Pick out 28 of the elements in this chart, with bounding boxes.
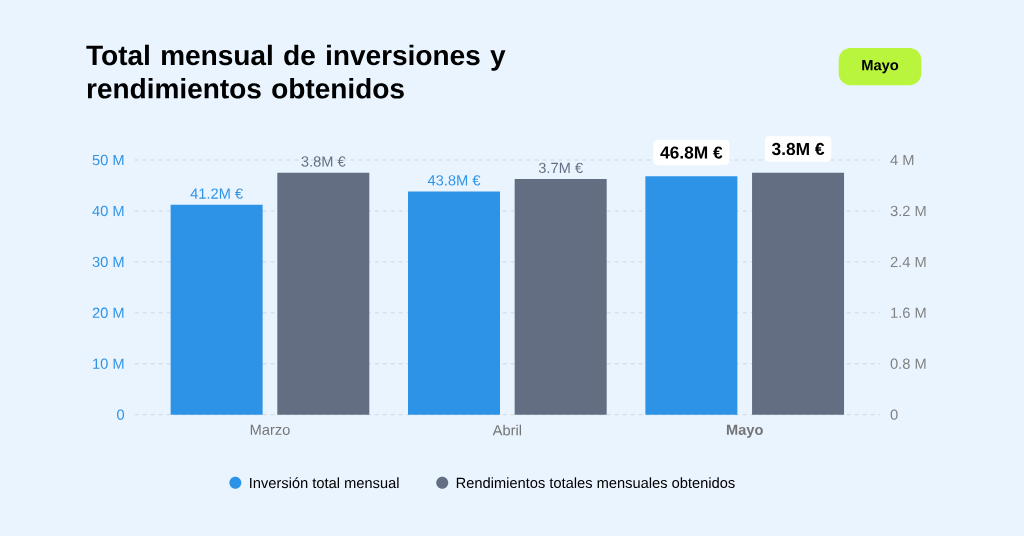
chart-title: Total mensual de inversiones y rendimientos obtenidos [86,44,506,99]
data-label: 46.8M € [660,146,723,159]
data-label: 41.2M € [190,188,243,199]
bar [170,204,263,415]
y-tick-label: 50 M [92,154,124,166]
data-label: 43.8M € [427,175,481,186]
x-tick-label: Marzo [250,424,290,435]
y2-tick-label: 0 [890,409,898,420]
x-tick-label: Abril [492,424,522,436]
y-tick-label: 0 [117,409,125,420]
y-tick-label: 20 M [92,307,124,318]
x-tick-label: Mayo [726,424,763,438]
text: Mayo [862,60,899,74]
y2-tick-label: 3.2 M [890,205,926,217]
legend-label: Inversión total mensual [250,477,399,489]
y-tick-label: 10 M [93,358,124,369]
bar [408,191,501,415]
data-label: 3.8M € [301,156,346,167]
legend-label: Rendimientos totales mensuales obtenidos [456,477,735,489]
y2-tick-label: 1.6 M [891,307,926,318]
data-label: 3.8M € [771,142,825,156]
y2-tick-label: 4 M [890,154,914,166]
y-tick-label: 30 M [92,256,124,268]
y-tick-label: 40 M [92,205,124,217]
y2-tick-label: 2.4 M [890,256,926,267]
y2-tick-label: 0.8 M [890,358,926,369]
bar [645,176,738,415]
data-label: 3.7M € [538,162,583,174]
